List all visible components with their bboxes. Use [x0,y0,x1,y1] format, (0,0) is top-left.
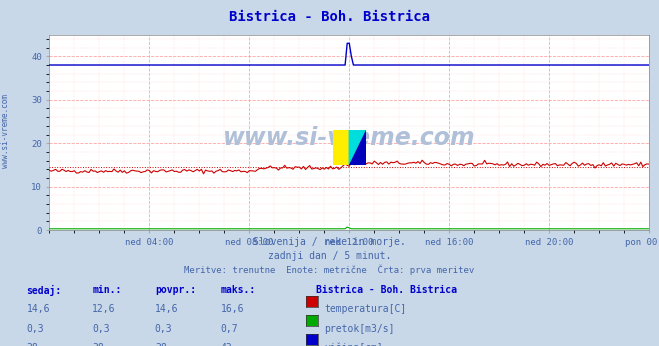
Text: pretok[m3/s]: pretok[m3/s] [324,324,395,334]
Text: temperatura[C]: temperatura[C] [324,304,407,315]
Text: 38: 38 [26,343,38,346]
Text: 14,6: 14,6 [155,304,179,315]
Text: Meritve: trenutne  Enote: metrične  Črta: prva meritev: Meritve: trenutne Enote: metrične Črta: … [185,265,474,275]
Text: 43: 43 [221,343,233,346]
Text: višina[cm]: višina[cm] [324,343,383,346]
Text: povpr.:: povpr.: [155,285,196,295]
Text: 14,6: 14,6 [26,304,50,315]
Polygon shape [349,130,366,165]
Polygon shape [349,130,366,165]
Text: Slovenija / reke in morje.: Slovenija / reke in morje. [253,237,406,247]
Text: 0,3: 0,3 [26,324,44,334]
Text: www.si-vreme.com: www.si-vreme.com [223,126,476,150]
Text: min.:: min.: [92,285,122,295]
Text: 38: 38 [92,343,104,346]
Text: 0,3: 0,3 [155,324,173,334]
Text: 0,3: 0,3 [92,324,110,334]
Text: 38: 38 [155,343,167,346]
Text: www.si-vreme.com: www.si-vreme.com [1,94,10,169]
Text: 16,6: 16,6 [221,304,244,315]
Text: 0,7: 0,7 [221,324,239,334]
Text: Bistrica - Boh. Bistrica: Bistrica - Boh. Bistrica [229,10,430,24]
Text: Bistrica - Boh. Bistrica: Bistrica - Boh. Bistrica [316,285,457,295]
Text: zadnji dan / 5 minut.: zadnji dan / 5 minut. [268,251,391,261]
Text: maks.:: maks.: [221,285,256,295]
Text: 12,6: 12,6 [92,304,116,315]
Bar [333,130,349,165]
Text: sedaj:: sedaj: [26,285,61,297]
